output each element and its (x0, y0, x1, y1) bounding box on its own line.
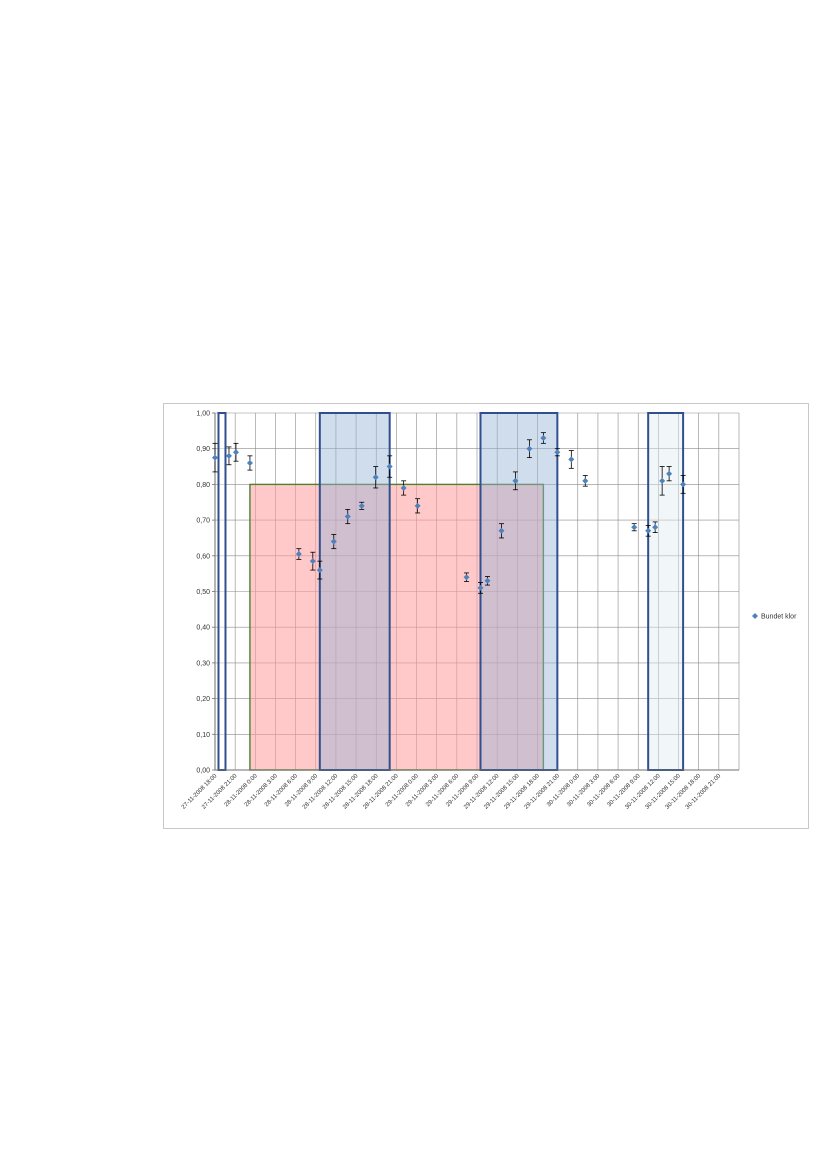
y-tick-label: 0,30 (196, 660, 210, 667)
legend-marker (752, 613, 758, 619)
y-tick-label: 0,50 (196, 589, 210, 596)
x-tick-label: 27-11-2008 21:00 (201, 773, 239, 811)
data-point (540, 434, 547, 441)
chart-frame: 0,00 0,10 0,20 0,30 0,40 0,50 0,60 0,70 0,80 0,90… (163, 403, 809, 829)
data-point (358, 502, 365, 509)
y-tick-label: 0,80 (196, 482, 210, 489)
data-point (659, 477, 666, 484)
y-tick-label: 0,00 (196, 768, 210, 775)
data-point (372, 474, 379, 481)
y-tick-label: 0,40 (196, 625, 210, 632)
data-point (330, 538, 337, 545)
data-point (400, 484, 407, 491)
data-point (212, 454, 218, 461)
x-tick-label: 30-11-2008 18:00 (665, 773, 703, 811)
data-point (232, 449, 239, 456)
x-tick-label: 30-11-2008 21:00 (685, 773, 723, 811)
y-tick-label: 0,10 (196, 732, 210, 739)
data-point (477, 584, 484, 591)
x-tick-label: 28-11-2008 21:00 (362, 773, 400, 811)
data-point (414, 502, 421, 509)
data-point (316, 567, 323, 574)
data-point (645, 527, 652, 534)
data-point (582, 477, 589, 484)
data-point (498, 527, 505, 534)
blue-region (217, 412, 227, 771)
x-tick-label: 28-11-2008 15:00 (322, 773, 360, 811)
legend: Bundet klor (752, 613, 797, 621)
data-point (512, 477, 519, 484)
blue-region (479, 412, 559, 771)
data-point (680, 481, 687, 488)
y-tick-label: 0,70 (196, 518, 210, 525)
x-tick-label: 29-11-2008 12:00 (463, 773, 501, 811)
blue-region (318, 412, 391, 771)
data-point (344, 513, 351, 520)
data-point (225, 452, 232, 459)
x-tick-label: 27-11-2008 18:00 (181, 773, 219, 811)
data-point (295, 551, 302, 558)
data-point (631, 524, 638, 531)
x-tick-label: 29-11-2008 18:00 (503, 773, 541, 811)
highlight-regions (217, 412, 685, 771)
x-tick-label: 29-11-2008 21:00 (524, 773, 562, 811)
y-tick-label: 0,60 (196, 553, 210, 560)
data-point (484, 577, 491, 584)
x-tick-label: 28-11-2008 18:00 (342, 773, 380, 811)
blue-region (647, 412, 685, 771)
y-tick-label: 1,00 (196, 411, 210, 418)
data-point (554, 449, 561, 456)
data-points (212, 434, 687, 591)
data-point (386, 463, 393, 470)
data-point (666, 470, 673, 477)
data-point (463, 574, 470, 581)
x-tick-label: 30-11-2008 12:00 (624, 773, 662, 811)
x-tick-label: 30-11-2008 15:00 (645, 773, 683, 811)
chart-svg: 0,00 0,10 0,20 0,30 0,40 0,50 0,60 0,70 0,80 0,90… (181, 411, 797, 811)
data-point (246, 459, 253, 466)
y-tick-label: 0,20 (196, 696, 210, 703)
data-point (568, 456, 575, 463)
y-tick-label: 0,90 (196, 446, 210, 453)
data-point (309, 558, 316, 565)
data-point (526, 445, 533, 452)
x-tick-label: 28-11-2008 12:00 (302, 773, 340, 811)
y-tick-labels: 0,00 0,10 0,20 0,30 0,40 0,50 0,60 0,70 0,80 0,90… (196, 411, 215, 775)
data-point (652, 524, 659, 531)
legend-label: Bundet klor (761, 614, 797, 621)
x-tick-label: 29-11-2008 15:00 (483, 773, 521, 811)
